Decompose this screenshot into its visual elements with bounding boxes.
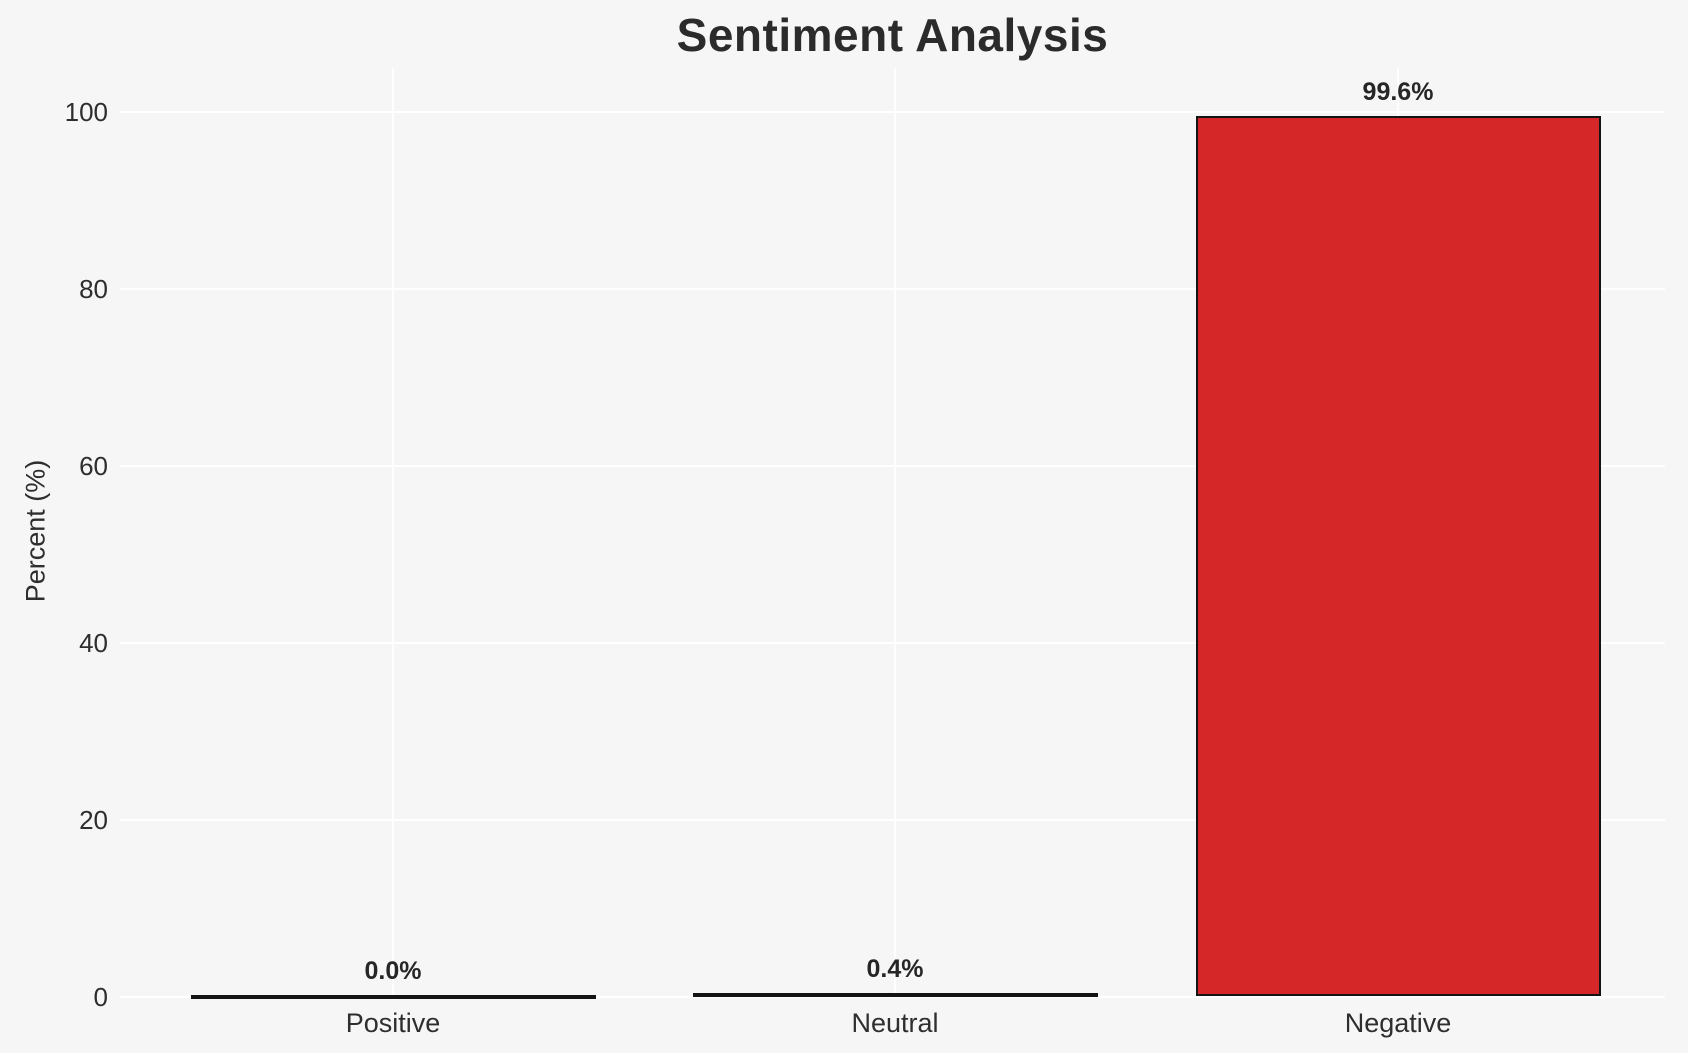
x-tick-label-neutral: Neutral	[851, 1007, 939, 1038]
y-tick-label: 0	[93, 981, 108, 1012]
gridline-vertical	[894, 68, 896, 997]
gridline-horizontal	[120, 641, 1665, 644]
bar-negative	[1195, 115, 1601, 997]
gridline-vertical	[392, 68, 394, 997]
gridline-horizontal	[120, 111, 1665, 114]
gridline-horizontal	[120, 818, 1665, 821]
bar-positive	[190, 994, 596, 999]
y-tick-label: 20	[79, 804, 108, 835]
y-tick-label: 40	[79, 627, 108, 658]
bar-neutral	[692, 992, 1098, 997]
chart-title: Sentiment Analysis	[676, 9, 1109, 61]
gridline-horizontal	[120, 288, 1665, 291]
y-tick-label: 80	[79, 274, 108, 305]
y-tick-label: 60	[79, 450, 108, 481]
x-tick-label-negative: Negative	[1344, 1007, 1452, 1038]
bar-value-label-negative: 99.6%	[1362, 77, 1434, 106]
x-tick-label-positive: Positive	[345, 1007, 441, 1038]
bar-value-label-neutral: 0.4%	[866, 954, 924, 983]
gridline-horizontal	[120, 464, 1665, 467]
bar-value-label-positive: 0.0%	[364, 956, 422, 985]
y-tick-label: 100	[64, 97, 108, 128]
